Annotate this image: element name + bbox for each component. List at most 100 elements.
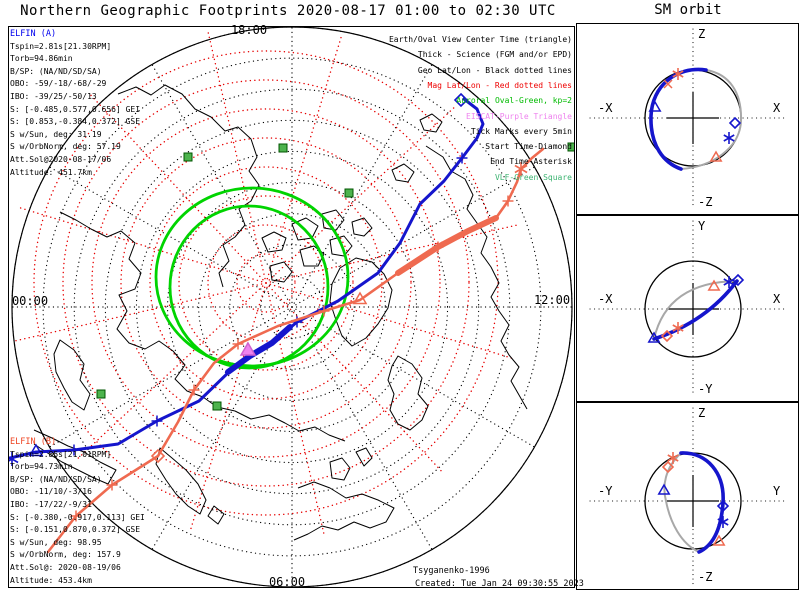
- elfin-a-info-line-5: S: [-0.485,0.577,0.656] GEI: [10, 104, 141, 114]
- diamond-marker: [660, 329, 674, 343]
- elfin-b-info-line-6: S: [-0.151,0.870,0.372] GSE: [10, 525, 141, 535]
- mag-lat-circle: [62, 79, 470, 487]
- triangle-marker: [648, 100, 662, 112]
- clock-label-0000: 00:00: [11, 294, 49, 308]
- legend-item-0: Earth/Oval View Center Time (triangle): [388, 35, 572, 44]
- elfin-b-info-line-1: Torb=94.73min: [10, 462, 73, 472]
- axis-label-neg-y: -Y: [598, 484, 613, 498]
- elfin-a-info-line-2: B/SP: (NA/ND/SD/SA): [10, 66, 102, 76]
- coastline: [53, 339, 91, 411]
- geo-lon-line: [48, 166, 293, 308]
- mag-lon-line: [18, 206, 267, 284]
- vlf-station-square: [344, 188, 354, 198]
- geo-lat-circle: [229, 244, 355, 370]
- orbit-arc-blue: [679, 451, 725, 554]
- axis-label-neg-x: -X: [598, 101, 613, 115]
- axis-label-x: X: [773, 101, 781, 115]
- elfin-a-info-line-7: S w/Sun, deg: 31.19: [10, 129, 102, 139]
- sm-panel-border: [576, 402, 799, 590]
- clock-label-0600: 06:00: [268, 575, 306, 589]
- geo-lon-line: [151, 306, 293, 551]
- elfin-a-info-line-9: Att.Sol@2020-08-17/06: [10, 155, 112, 164]
- elfin-a-info-line-1: Torb=94.86min: [10, 54, 73, 64]
- vlf-station-square: [567, 142, 575, 152]
- elfin-b-info-line-2: B/SP: (NA/ND/SD/SA): [10, 474, 102, 484]
- coastline: [293, 481, 395, 541]
- earth-circle: [644, 260, 742, 358]
- geo-lat-circle: [104, 119, 480, 495]
- orbit-arc-gray: [653, 280, 738, 340]
- axis-label-y: Y: [698, 219, 706, 233]
- sm-panel-border: [576, 215, 799, 402]
- sm-panel-2: [589, 407, 786, 585]
- elfin-a-info-line-10: Altitude: 451.7km: [10, 167, 92, 177]
- mag-lat-circle: [236, 253, 296, 313]
- triangle-marker: [707, 279, 721, 291]
- legend-item-6: Tick Marks every 5min: [470, 126, 572, 136]
- asterisk-marker: [667, 454, 679, 462]
- elfin-b-info-line-8: S w/OrbNorm, deg: 157.9: [10, 550, 121, 560]
- elfin-a-info-line-4: IBO: -39/25/-50/13: [10, 92, 97, 101]
- sm-panel-1: [589, 220, 786, 397]
- elfin-b-science-segment: [395, 215, 499, 276]
- orbit-arc-gray: [680, 69, 743, 170]
- elfin-b-info-line-7: S w/Sun, deg: 98.95: [10, 537, 102, 547]
- triangle-marker: [647, 331, 661, 343]
- legend-item-3: Mag Lat/Lon - Red dotted lines: [427, 80, 573, 90]
- elfin-a-info-line-0: Tspin=2.81s[21.30RPM]: [10, 41, 112, 51]
- coastline: [355, 447, 373, 467]
- elfin-b-info-line-9: Att.Sol@: 2020-08-19/06: [10, 563, 121, 572]
- orbit-arc-blue: [652, 279, 739, 341]
- mag-lat-circle: [33, 50, 499, 516]
- asterisk-marker: [717, 518, 729, 526]
- geo-lon-line: [151, 63, 293, 308]
- auroral-oval: [154, 186, 350, 368]
- legend-item-5: EISCAT-Purple Triangle: [466, 111, 572, 121]
- elfin-a-track: [8, 97, 485, 460]
- mag-lat-circle: [120, 137, 412, 429]
- vlf-station-square: [183, 152, 193, 162]
- created-label: Created: Tue Jan 24 09:30:55 2023: [415, 579, 584, 589]
- axis-label-neg-z: -Z: [698, 570, 713, 584]
- axis-label-neg-z: -Z: [698, 195, 713, 209]
- legend-item-7: Start Time-Diamond: [485, 142, 572, 152]
- triangle-marker: [28, 443, 44, 457]
- legend-item-1: Thick - Science (FGM and/or EPD): [417, 50, 572, 60]
- coastline: [291, 217, 319, 241]
- elfin-b-info-line-5: S: [-0.380,-0.917,0.113] GEI: [10, 512, 145, 522]
- coastline: [351, 217, 373, 237]
- elfin-b-info-line-3: OBO: -11/10/-3/16: [10, 487, 92, 497]
- coastline: [329, 235, 353, 257]
- diamond-marker: [731, 273, 745, 287]
- coastline: [299, 245, 325, 267]
- coastline: [321, 209, 345, 231]
- triangle-marker: [709, 150, 723, 162]
- geo-lat-circle: [135, 150, 449, 464]
- axis-label-x: X: [773, 292, 781, 306]
- coastline: [155, 447, 207, 515]
- elfin-b-info-line-0: Tspin=2.85s[21.01RPM]: [10, 449, 112, 459]
- mag-lat-circle: [178, 195, 354, 371]
- auroral-oval: [168, 204, 330, 370]
- elfin-a-info-line-3: OBO: -59/-18/-68/-29: [10, 79, 107, 89]
- axis-label-neg-y: -Y: [698, 382, 713, 396]
- geo-lat-circle: [198, 213, 386, 401]
- sm-orbit-title: SM orbit: [654, 2, 722, 18]
- coastline: [269, 261, 293, 283]
- geo-lon-line: [291, 63, 433, 308]
- triangle-marker: [657, 483, 671, 495]
- elfin-b-info-line-10: Altitude: 453.4km: [10, 575, 92, 585]
- asterisk-marker: [514, 164, 528, 174]
- coastline: [207, 505, 225, 525]
- geo-lat-circle: [42, 57, 542, 557]
- axis-label-neg-x: -X: [598, 292, 613, 306]
- diamond-marker: [716, 499, 730, 513]
- axis-label-y: Y: [773, 484, 781, 498]
- geo-lon-line: [291, 306, 536, 448]
- clock-label-1800: 18:00: [230, 23, 268, 37]
- coastline: [391, 163, 415, 183]
- clock-label-1200: 12:00: [533, 293, 571, 307]
- diamond-marker: [661, 460, 675, 474]
